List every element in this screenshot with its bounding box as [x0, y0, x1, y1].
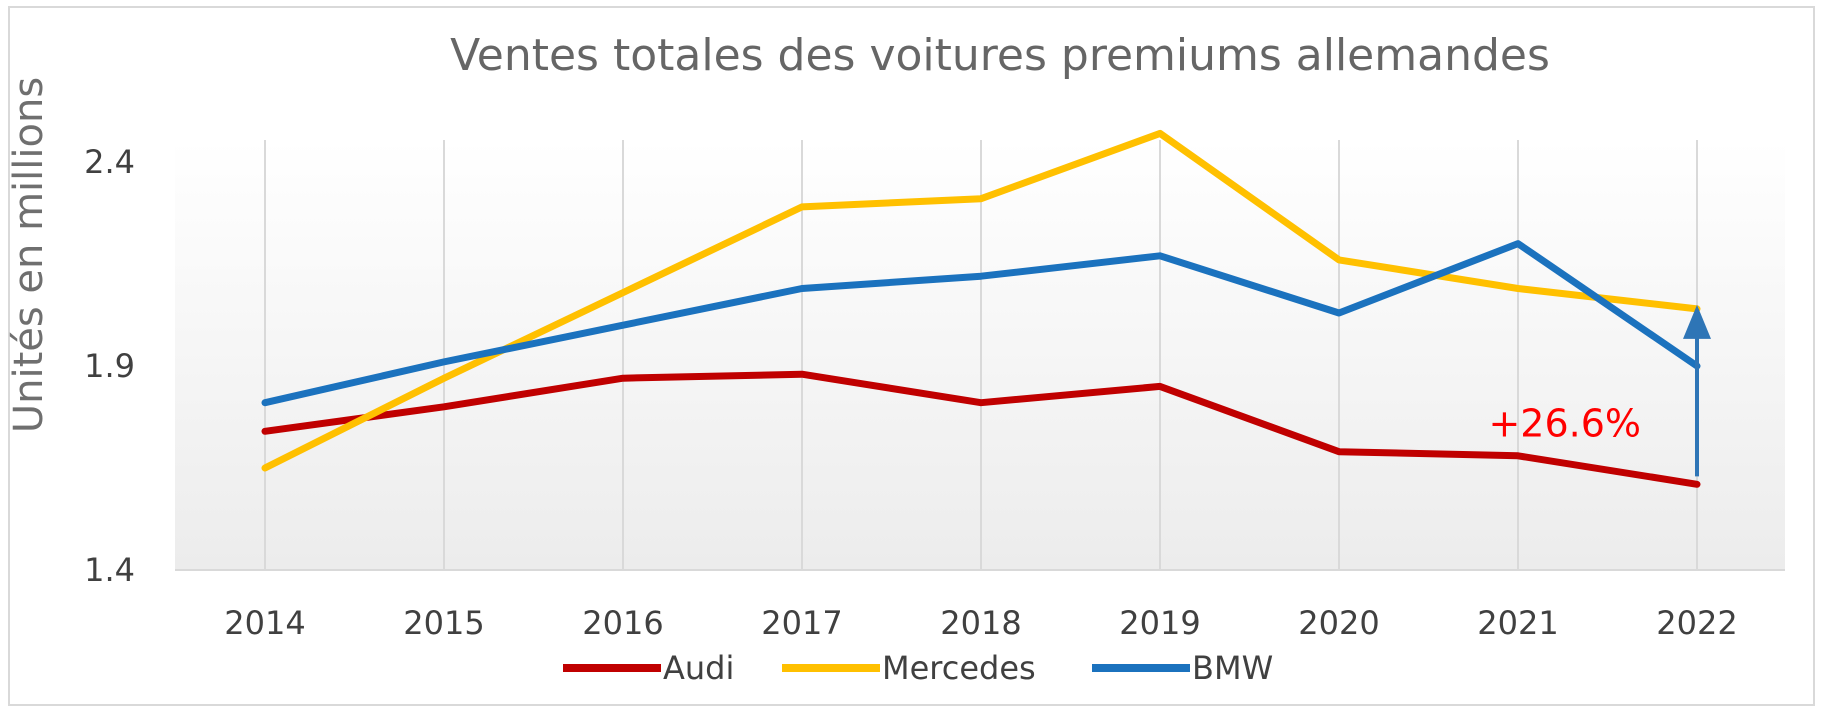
y-axis-ticks: 1.4 1.9 2.4	[84, 143, 135, 589]
growth-annotation: +26.6%	[1488, 304, 1711, 477]
annotation-arrow-head	[1683, 304, 1711, 339]
chart-title: Ventes totales des voitures premiums all…	[450, 30, 1550, 81]
x-tick-label: 2019	[1119, 604, 1200, 642]
x-tick-label: 2021	[1477, 604, 1558, 642]
legend: Audi Mercedes BMW	[563, 649, 1273, 687]
gridlines	[264, 140, 1698, 570]
annotation-label: +26.6%	[1488, 401, 1641, 445]
x-tick-label: 2018	[940, 604, 1021, 642]
legend-label-bmw: BMW	[1192, 649, 1273, 687]
x-tick-label: 2020	[1298, 604, 1379, 642]
y-tick-label: 1.4	[84, 551, 135, 589]
y-tick-label: 2.4	[84, 143, 135, 181]
legend-label-audi: Audi	[663, 649, 734, 687]
x-tick-label: 2022	[1656, 604, 1737, 642]
x-axis-ticks: 2014 2015 2016 2017 2018 2019 2020 2021 2022	[224, 604, 1737, 642]
x-tick-label: 2015	[403, 604, 484, 642]
x-tick-label: 2016	[582, 604, 663, 642]
series-line-bmw	[261, 240, 1701, 407]
x-tick-label: 2014	[224, 604, 305, 642]
legend-label-mercedes: Mercedes	[882, 649, 1036, 687]
y-axis-label: Unités en millions	[6, 77, 52, 433]
series-lines	[261, 129, 1701, 488]
series-line-audi	[261, 370, 1701, 488]
y-tick-label: 1.9	[84, 347, 135, 385]
x-tick-label: 2017	[761, 604, 842, 642]
